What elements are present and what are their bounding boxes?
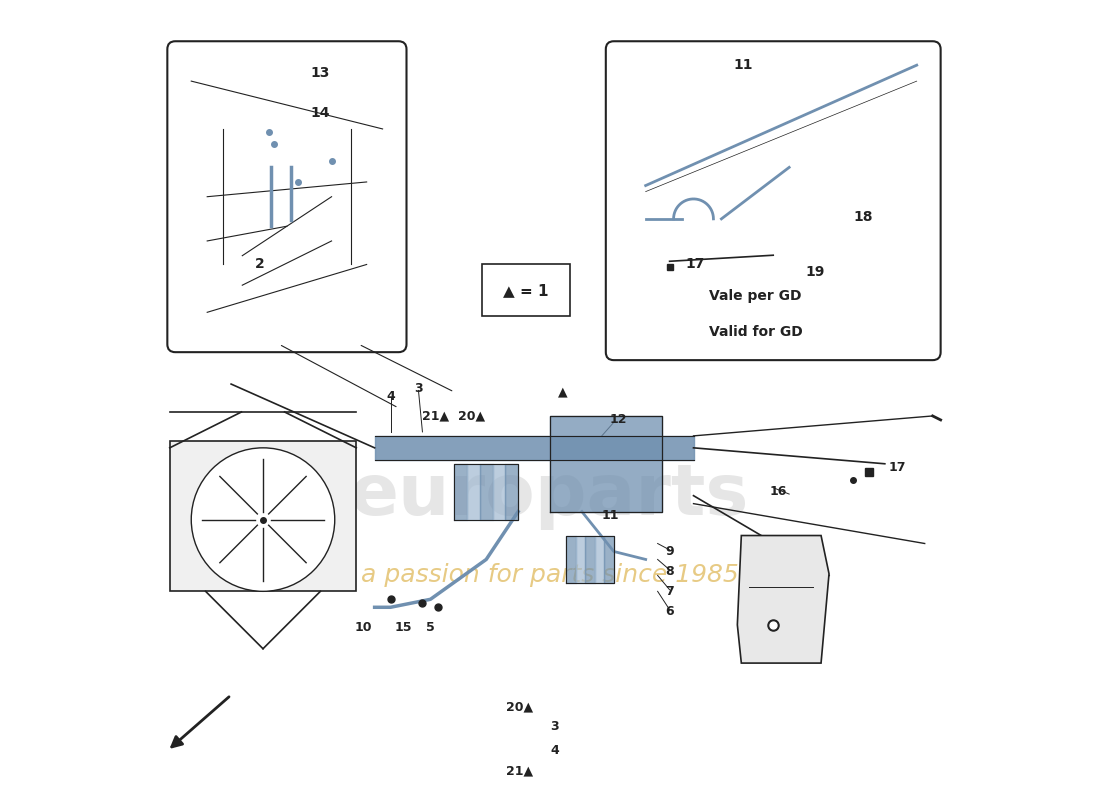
Text: 20▲: 20▲ [506,701,534,714]
FancyBboxPatch shape [167,42,407,352]
Text: 20▲: 20▲ [459,410,485,422]
Text: 18: 18 [852,210,872,224]
Polygon shape [454,464,467,519]
Text: 3: 3 [550,720,559,734]
Text: 8: 8 [666,565,674,578]
Text: 4: 4 [386,390,395,402]
Text: 21▲: 21▲ [506,764,534,778]
Text: 21▲: 21▲ [422,410,450,422]
Polygon shape [604,535,614,583]
Text: ▲ = 1: ▲ = 1 [504,283,549,298]
Text: 11: 11 [602,509,619,522]
Text: 13: 13 [311,66,330,80]
Text: 4: 4 [550,744,559,758]
Text: ▲: ▲ [558,386,568,398]
Polygon shape [480,464,493,519]
Text: 19: 19 [805,266,825,279]
Text: 16: 16 [769,485,786,498]
Polygon shape [550,416,661,512]
FancyBboxPatch shape [482,265,570,316]
Text: 12: 12 [609,414,627,426]
Polygon shape [595,535,604,583]
Polygon shape [493,464,505,519]
Text: 15: 15 [395,621,412,634]
Text: 6: 6 [666,605,674,618]
Polygon shape [505,464,518,519]
Polygon shape [375,436,693,460]
Polygon shape [585,535,595,583]
Text: a passion for parts since 1985: a passion for parts since 1985 [361,563,739,587]
Text: 17: 17 [685,258,705,271]
Text: 2: 2 [255,258,265,271]
Text: 14: 14 [311,106,330,120]
Polygon shape [468,464,480,519]
Polygon shape [565,535,575,583]
FancyBboxPatch shape [606,42,940,360]
Polygon shape [575,535,585,583]
Text: 7: 7 [666,585,674,598]
Text: europarts: europarts [350,461,750,530]
Text: 10: 10 [354,621,372,634]
Text: 5: 5 [427,621,436,634]
Text: Valid for GD: Valid for GD [710,326,803,339]
Circle shape [191,448,334,591]
Text: 17: 17 [889,462,906,474]
Text: 3: 3 [415,382,424,394]
Bar [169,441,356,591]
Text: 9: 9 [666,545,674,558]
Text: Vale per GD: Vale per GD [710,290,802,303]
Polygon shape [737,535,829,663]
Text: 11: 11 [734,58,752,72]
